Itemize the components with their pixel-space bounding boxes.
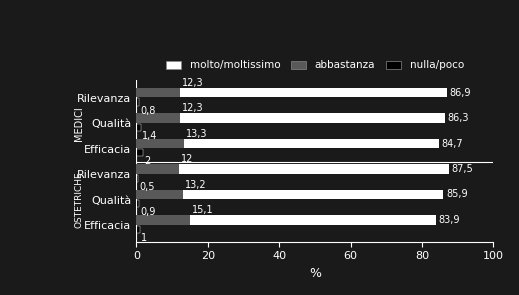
X-axis label: %: %	[309, 267, 321, 280]
Text: 86,3: 86,3	[447, 113, 469, 123]
Text: 86,9: 86,9	[449, 88, 471, 98]
Bar	[136, 149, 143, 157]
Bar	[136, 190, 443, 199]
Bar	[136, 113, 180, 123]
Text: 0,8: 0,8	[140, 106, 156, 116]
Text: 12,3: 12,3	[182, 103, 203, 113]
Text: 1: 1	[141, 233, 147, 243]
Text: 2: 2	[144, 157, 151, 166]
Legend: molto/moltissimo, abbastanza, nulla/poco: molto/moltissimo, abbastanza, nulla/poco	[162, 56, 468, 75]
Bar	[136, 190, 183, 199]
Bar	[136, 215, 436, 225]
Bar	[136, 164, 179, 174]
Bar	[136, 215, 190, 225]
Bar	[136, 175, 138, 182]
Text: OSTETRICHE: OSTETRICHE	[75, 171, 84, 228]
Text: 83,9: 83,9	[439, 215, 460, 225]
Bar	[136, 139, 439, 148]
Bar	[136, 164, 449, 174]
Text: 84,7: 84,7	[442, 139, 463, 148]
Text: 12,3: 12,3	[182, 78, 203, 88]
Bar	[136, 200, 140, 207]
Text: 0,9: 0,9	[141, 207, 156, 217]
Text: MEDICI: MEDICI	[74, 106, 84, 141]
Text: 1,4: 1,4	[142, 131, 158, 141]
Text: 13,2: 13,2	[185, 180, 207, 190]
Bar	[136, 124, 141, 131]
Text: 12: 12	[181, 154, 193, 164]
Bar	[136, 113, 445, 123]
Bar	[136, 139, 184, 148]
Text: 87,5: 87,5	[452, 164, 473, 174]
Text: 15,1: 15,1	[192, 205, 214, 215]
Text: 13,3: 13,3	[186, 129, 207, 139]
Bar	[136, 88, 447, 97]
Text: 0,5: 0,5	[139, 182, 155, 192]
Bar	[136, 88, 180, 97]
Bar	[136, 226, 140, 233]
Text: 85,9: 85,9	[446, 189, 468, 199]
Bar	[136, 99, 139, 106]
